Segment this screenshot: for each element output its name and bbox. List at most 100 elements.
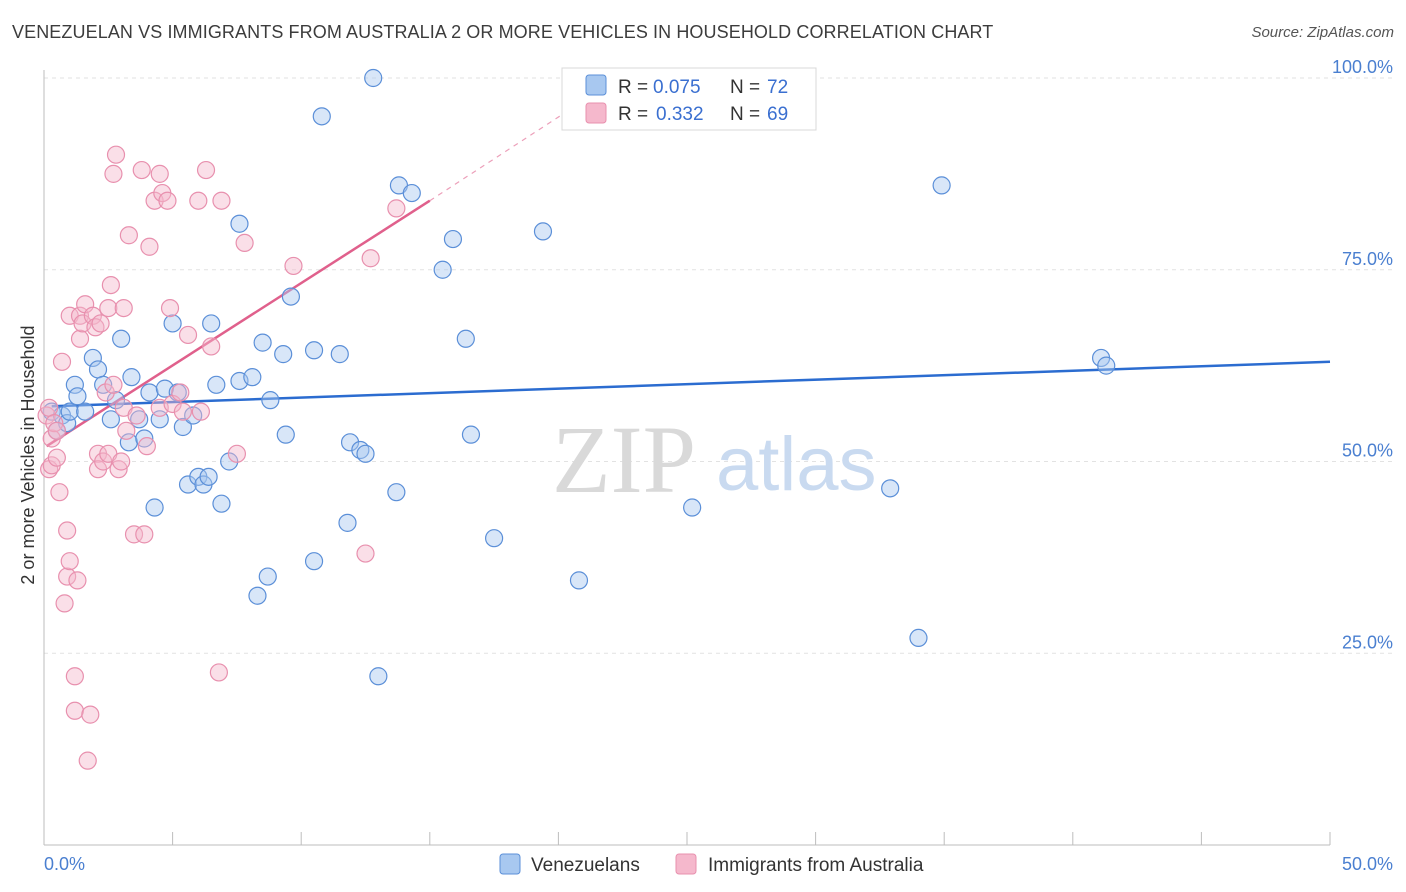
australia-point	[235, 233, 254, 253]
legend-n-label-2: N =	[730, 104, 760, 125]
y-axis-label: 2 or more Vehicles in Household	[18, 325, 38, 584]
venezuelans-point	[243, 368, 262, 387]
australia-point	[145, 191, 164, 210]
venezuelans-point	[533, 222, 553, 241]
legend-r-value-1: 0.075	[653, 77, 701, 98]
australia-point	[104, 164, 123, 183]
grid-lines	[44, 77, 1392, 654]
venezuelans-point	[402, 183, 421, 203]
source-label: Source: ZipAtlas.com	[1251, 24, 1394, 41]
australia-point	[202, 337, 221, 356]
venezuelans-point	[909, 628, 928, 648]
y-tick-label: 25.0%	[1342, 632, 1393, 652]
y-tick-label: 100.0%	[1332, 57, 1393, 77]
australia-point	[135, 525, 154, 544]
australia-point	[47, 421, 66, 440]
venezuelans-point	[338, 513, 357, 532]
venezuelans-point	[199, 467, 218, 486]
australia-point	[178, 325, 198, 345]
venezuelans-point	[58, 414, 77, 433]
australia-point	[119, 226, 138, 245]
australia-point	[361, 249, 380, 268]
y-tick-labels: 25.0% 50.0% 75.0% 100.0%	[1332, 57, 1393, 652]
legend-n-label-1: N =	[730, 77, 760, 98]
legend-r-value-2: 0.332	[656, 104, 704, 125]
australia-point	[127, 406, 146, 425]
venezuelans-point	[356, 444, 375, 463]
venezuelans-point	[274, 345, 293, 364]
australia-point	[99, 299, 118, 318]
australia-point	[70, 329, 90, 348]
australia-point	[52, 352, 72, 371]
x-ticks	[43, 832, 1331, 845]
australia-point	[189, 191, 208, 210]
venezuelans-point	[683, 498, 702, 517]
legend-n-value-1: 72	[767, 77, 788, 98]
venezuelans-point	[330, 345, 349, 364]
venezuelans-point	[145, 498, 164, 517]
venezuelans-point	[387, 483, 406, 502]
australia-point	[227, 444, 246, 463]
series-legend-swatch-pink	[675, 853, 697, 875]
venezuelans-point	[122, 368, 141, 387]
australia-point	[101, 275, 120, 295]
australia-point	[212, 191, 231, 210]
watermark-zip: ZIP	[552, 406, 696, 513]
australia-point	[191, 402, 210, 421]
venezuelans-point	[881, 479, 900, 498]
venezuelans-trend-line	[51, 360, 1331, 408]
venezuelans-point	[230, 214, 249, 233]
australia-point	[106, 145, 126, 164]
australia-point	[40, 398, 59, 417]
australia-point	[209, 663, 228, 682]
venezuelans-point	[364, 68, 383, 88]
correlation-legend: R = 0.075 N = 72 R = 0.332 N = 69	[561, 67, 817, 131]
chart-title: VENEZUELAN VS IMMIGRANTS FROM AUSTRALIA …	[12, 22, 994, 42]
venezuelans-point	[433, 260, 452, 279]
venezuelans-point	[261, 391, 280, 410]
venezuelans-point	[112, 329, 131, 348]
australia-point	[55, 594, 74, 613]
venezuelans-point	[207, 375, 226, 394]
australia-point	[117, 421, 136, 440]
venezuelans-point	[312, 107, 331, 126]
australia-point	[132, 160, 151, 180]
legend-n-value-2: 69	[767, 104, 788, 125]
venezuelans-point	[212, 494, 231, 513]
australia-trend-line	[45, 199, 431, 448]
australia-points	[37, 145, 406, 770]
venezuelans-point	[932, 176, 951, 195]
series-legend: Venezuelans Immigrants from Australia	[499, 853, 924, 876]
watermark-atlas: atlas	[716, 422, 877, 507]
australia-point	[81, 705, 100, 724]
australia-point	[124, 525, 144, 544]
venezuelans-point	[68, 387, 87, 406]
australia-point	[83, 306, 102, 325]
venezuelans-point	[248, 586, 267, 605]
venezuelans-point	[276, 425, 295, 444]
australia-point	[114, 299, 133, 318]
australia-point	[137, 437, 156, 456]
venezuelans-point	[253, 333, 272, 352]
x-tick-label-max: 50.0%	[1342, 854, 1393, 874]
series-legend-swatch-blue	[499, 853, 521, 875]
australia-point	[58, 567, 77, 586]
australia-point	[96, 383, 115, 402]
australia-point	[356, 544, 375, 563]
australia-point	[104, 375, 123, 394]
venezuelans-point	[1097, 356, 1116, 375]
australia-point	[78, 751, 97, 770]
australia-point	[173, 402, 192, 421]
y-tick-label: 50.0%	[1342, 441, 1393, 461]
series-legend-label-1: Venezuelans	[531, 855, 640, 876]
venezuelans-point	[173, 417, 192, 437]
venezuelans-point	[304, 341, 324, 360]
australia-point	[140, 237, 159, 256]
venezuelans-point	[258, 567, 277, 586]
series-legend-label-2: Immigrants from Australia	[708, 855, 924, 876]
venezuelans-point	[60, 402, 79, 421]
legend-r-label-1: R =	[618, 77, 648, 98]
australia-point	[65, 667, 84, 686]
australia-point	[91, 314, 110, 333]
venezuelans-point	[101, 410, 120, 429]
